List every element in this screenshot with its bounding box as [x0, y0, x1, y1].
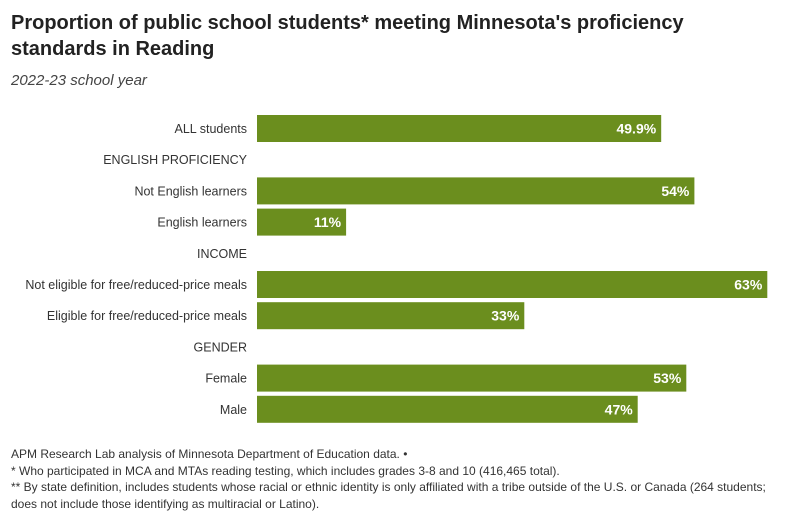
chart-notes: APM Research Lab analysis of Minnesota D…	[11, 446, 791, 512]
row-label: Male	[220, 403, 247, 417]
bar-value-label: 49.9%	[616, 121, 656, 137]
row-label: ENGLISH PROFICIENCY	[103, 153, 247, 167]
bar	[257, 302, 525, 330]
row-label: Not English learners	[134, 184, 247, 198]
row-label: Not eligible for free/reduced-price meal…	[25, 278, 247, 292]
source-note: APM Research Lab analysis of Minnesota D…	[11, 447, 408, 461]
bar-chart: ALL students 49.9% ENGLISH PROFICIENCY Not …	[0, 108, 796, 428]
row-label: Eligible for free/reduced-price meals	[47, 309, 247, 323]
bar	[257, 115, 662, 142]
row-label: ALL students	[174, 122, 247, 136]
footnote-2: ** By state definition, includes student…	[11, 480, 766, 511]
chart-subtitle: 2022-23 school year	[11, 72, 147, 89]
bar-value-label: 54%	[661, 183, 690, 199]
row-label: GENDER	[194, 340, 247, 354]
bar	[257, 177, 695, 205]
row-label: INCOME	[197, 247, 247, 261]
row-label: Female	[205, 372, 247, 386]
bar	[257, 271, 768, 298]
bar-value-label: 53%	[653, 370, 682, 386]
bar	[257, 395, 638, 423]
footnote-1: * Who participated in MCA and MTAs readi…	[11, 463, 560, 478]
bar-value-label: 11%	[314, 214, 342, 230]
bar-value-label: 63%	[734, 277, 763, 293]
bar	[257, 364, 687, 392]
bar-value-label: 33%	[491, 308, 520, 324]
bar	[257, 208, 347, 236]
chart-title: Proportion of public school students* me…	[11, 12, 684, 60]
bar-value-label: 47%	[605, 401, 634, 417]
row-label: English learners	[157, 216, 247, 230]
